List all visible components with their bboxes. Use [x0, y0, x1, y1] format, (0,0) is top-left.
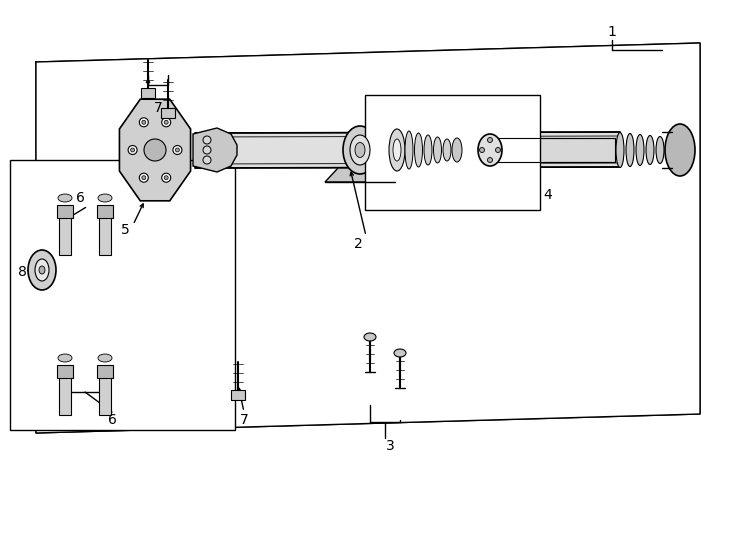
Polygon shape [488, 138, 615, 162]
Ellipse shape [98, 194, 112, 202]
Ellipse shape [203, 146, 211, 154]
Ellipse shape [355, 143, 365, 158]
Bar [161, 108, 175, 118]
Polygon shape [120, 99, 191, 201]
Ellipse shape [173, 145, 182, 154]
Ellipse shape [656, 137, 664, 164]
Polygon shape [36, 43, 700, 433]
Ellipse shape [58, 194, 72, 202]
Ellipse shape [35, 259, 49, 281]
Text: 5: 5 [120, 223, 129, 237]
Bar [57, 365, 73, 378]
Ellipse shape [98, 354, 112, 362]
Ellipse shape [175, 148, 179, 152]
Text: 1: 1 [608, 25, 617, 39]
Ellipse shape [487, 138, 493, 143]
Ellipse shape [350, 135, 370, 165]
Ellipse shape [478, 134, 502, 166]
Ellipse shape [452, 138, 462, 162]
Ellipse shape [393, 139, 401, 161]
Ellipse shape [144, 139, 166, 161]
Text: 4: 4 [544, 188, 553, 202]
Ellipse shape [495, 147, 501, 152]
Ellipse shape [161, 118, 171, 127]
Ellipse shape [389, 129, 405, 171]
Ellipse shape [434, 137, 441, 163]
Text: 6: 6 [108, 413, 117, 427]
Ellipse shape [626, 133, 634, 166]
Ellipse shape [28, 250, 56, 290]
Ellipse shape [128, 145, 137, 154]
Text: 8: 8 [18, 265, 26, 279]
Bar [141, 88, 155, 98]
Ellipse shape [203, 136, 211, 144]
Ellipse shape [139, 173, 148, 182]
Ellipse shape [487, 158, 493, 163]
Text: 6: 6 [76, 191, 84, 205]
Ellipse shape [443, 139, 451, 161]
Ellipse shape [405, 131, 413, 169]
Ellipse shape [142, 176, 146, 180]
Bar [59, 375, 71, 415]
Bar [57, 205, 73, 218]
Ellipse shape [58, 354, 72, 362]
Ellipse shape [616, 132, 624, 167]
Bar [99, 215, 111, 255]
Text: 3: 3 [385, 439, 394, 453]
Text: 7: 7 [153, 101, 162, 115]
Bar [97, 365, 113, 378]
Bar [97, 205, 113, 218]
Ellipse shape [39, 266, 45, 274]
Ellipse shape [665, 124, 695, 176]
Polygon shape [492, 130, 525, 170]
Polygon shape [193, 128, 237, 172]
Bar [10, 160, 235, 430]
Ellipse shape [646, 136, 654, 165]
Ellipse shape [203, 156, 211, 164]
Polygon shape [325, 168, 395, 182]
Ellipse shape [636, 134, 644, 165]
Ellipse shape [343, 126, 377, 174]
Bar [231, 390, 245, 400]
Ellipse shape [161, 173, 171, 182]
Text: 7: 7 [239, 413, 248, 427]
Ellipse shape [415, 133, 423, 167]
Polygon shape [395, 140, 465, 160]
Ellipse shape [164, 176, 168, 180]
Bar [99, 375, 111, 415]
Polygon shape [195, 132, 620, 168]
Text: 2: 2 [354, 237, 363, 251]
Ellipse shape [479, 147, 484, 152]
Polygon shape [458, 134, 488, 166]
Ellipse shape [164, 120, 168, 124]
Ellipse shape [142, 120, 146, 124]
Bar [365, 95, 540, 210]
Ellipse shape [139, 118, 148, 127]
Ellipse shape [131, 148, 134, 152]
Ellipse shape [394, 349, 406, 357]
Ellipse shape [424, 135, 432, 165]
Bar [59, 215, 71, 255]
Ellipse shape [364, 333, 376, 341]
